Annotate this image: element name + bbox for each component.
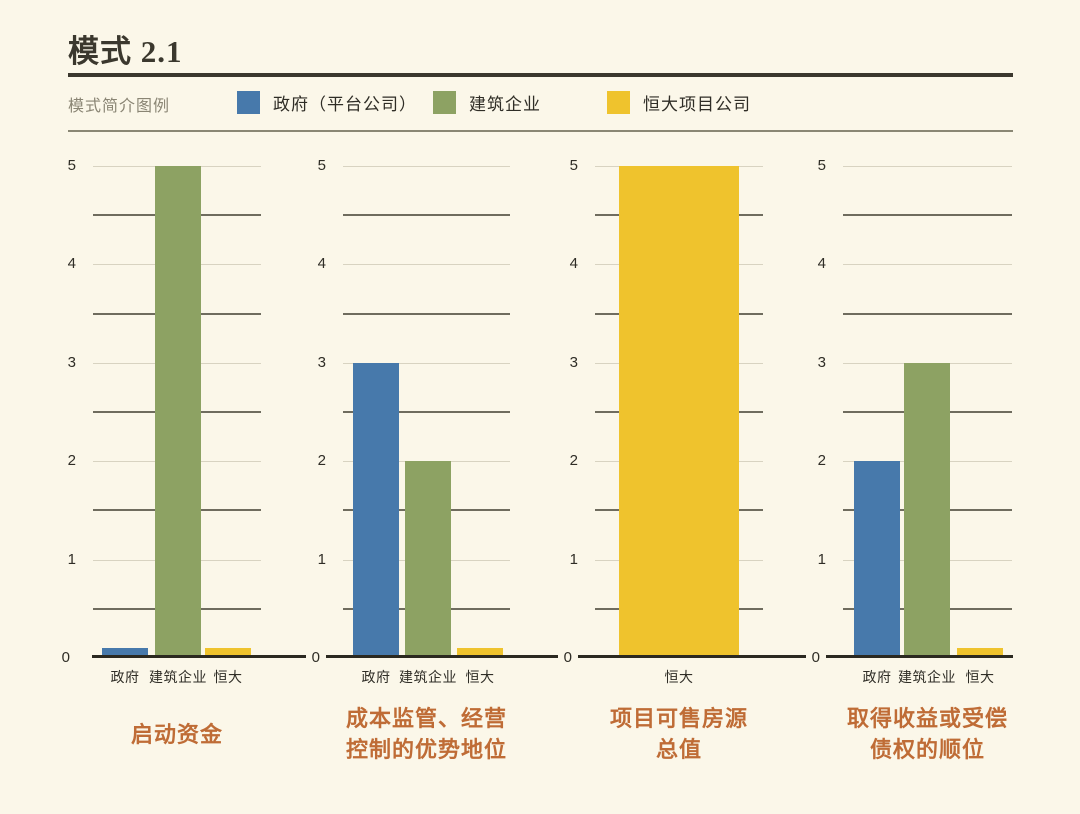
bar-恒大 (619, 166, 739, 658)
chart-panel-4 (843, 166, 1012, 658)
gridline (343, 214, 510, 217)
chart-caption-2: 成本监管、经营 控制的优势地位 (287, 698, 567, 770)
y-tick-label: 0 (790, 648, 826, 668)
y-tick-label: 5 (569, 157, 578, 174)
gridline (343, 264, 510, 266)
legend-divider (68, 130, 1013, 132)
y-tick-zero: 0 (305, 649, 326, 666)
gridline (343, 312, 510, 315)
y-tick-label: 3 (817, 353, 826, 371)
x-tick-label: 政府 (110, 669, 140, 685)
y-tick-label: 0 (40, 648, 76, 668)
y-tick-label: 3 (67, 353, 76, 371)
gridline (843, 264, 1012, 266)
bar-政府 (353, 363, 399, 658)
y-tick-label: 4 (569, 255, 578, 273)
legend-item-evergrande: 恒大项目公司 (607, 88, 751, 116)
y-tick-label: 2 (67, 452, 76, 470)
gridline (843, 214, 1012, 217)
chart-panel-3 (595, 166, 763, 658)
caption-line: 成本监管、经营 (345, 706, 507, 731)
x-tick-label: 恒大 (965, 669, 995, 685)
y-tick-label: 5 (317, 157, 326, 174)
gridline (843, 312, 1012, 315)
figure-title: 模式 2.1 (68, 34, 183, 69)
y-tick-label: 2 (817, 452, 826, 470)
legend-item-label: 恒大项目公司 (643, 94, 751, 114)
y-tick-label: 1 (317, 550, 326, 568)
gridline (843, 166, 1012, 167)
x-axis-baseline (92, 655, 1013, 658)
caption-line: 取得收益或受偿 (846, 706, 1008, 731)
legend-swatch-government (237, 90, 260, 114)
x-tick-label: 恒大 (465, 669, 495, 685)
chart-caption-4: 取得收益或受偿 债权的顺位 (788, 698, 1068, 770)
bar-政府 (854, 461, 900, 658)
gridline (343, 362, 510, 364)
chart-panel-2 (343, 166, 510, 658)
legend-item-construction: 建筑企业 (433, 88, 541, 116)
y-tick-label: 3 (317, 353, 326, 371)
bar-恒大 (457, 648, 503, 658)
bar-政府 (102, 648, 148, 658)
legend: 模式简介图例 政府（平台公司） 建筑企业 恒大项目公司 (0, 88, 1080, 116)
bar-建筑企业 (904, 363, 950, 658)
chart-caption-1: 启动资金 (37, 698, 317, 770)
caption-line: 启动资金 (130, 721, 223, 747)
gridline (343, 166, 510, 167)
legend-caption: 模式简介图例 (68, 98, 171, 115)
y-tick-label: 5 (67, 157, 76, 174)
caption-line: 债权的顺位 (869, 737, 985, 762)
legend-item-label: 政府（平台公司） (273, 94, 417, 114)
y-tick-label: 0 (290, 648, 326, 668)
y-tick-label: 0 (542, 648, 578, 668)
x-tick-label: 恒大 (664, 669, 694, 685)
y-tick-label: 4 (67, 255, 76, 273)
y-tick-label: 2 (317, 452, 326, 470)
bar-建筑企业 (155, 166, 201, 658)
x-tick-label: 建筑企业 (149, 669, 207, 685)
y-tick-label: 1 (67, 550, 76, 568)
x-tick-label: 政府 (361, 669, 391, 685)
legend-swatch-evergrande (607, 90, 630, 114)
caption-line: 项目可售房源 (609, 706, 748, 731)
y-tick-zero: 0 (805, 649, 826, 666)
legend-swatch-construction (433, 90, 456, 114)
y-tick-label: 4 (817, 255, 826, 273)
caption-line: 总值 (655, 737, 702, 762)
y-tick-zero: 0 (55, 649, 76, 666)
bar-恒大 (205, 648, 251, 658)
y-tick-label: 1 (817, 550, 826, 568)
y-tick-label: 3 (569, 353, 578, 371)
x-tick-label: 政府 (862, 669, 892, 685)
gridline (343, 411, 510, 413)
legend-item-label: 建筑企业 (469, 94, 541, 114)
y-tick-label: 1 (569, 550, 578, 568)
bar-恒大 (957, 648, 1003, 658)
title-rule (68, 73, 1013, 77)
y-tick-zero: 0 (557, 649, 578, 666)
x-tick-label: 建筑企业 (399, 669, 457, 685)
y-tick-label: 2 (569, 452, 578, 470)
chart-panel-1 (93, 166, 261, 658)
y-tick-label: 4 (317, 255, 326, 273)
x-tick-label: 建筑企业 (898, 669, 956, 685)
chart-caption-3: 项目可售房源 总值 (539, 698, 819, 770)
y-tick-label: 5 (817, 157, 826, 174)
x-tick-label: 恒大 (213, 669, 243, 685)
caption-line: 控制的优势地位 (345, 737, 507, 762)
legend-item-government: 政府（平台公司） (237, 88, 417, 116)
bar-建筑企业 (405, 461, 451, 658)
